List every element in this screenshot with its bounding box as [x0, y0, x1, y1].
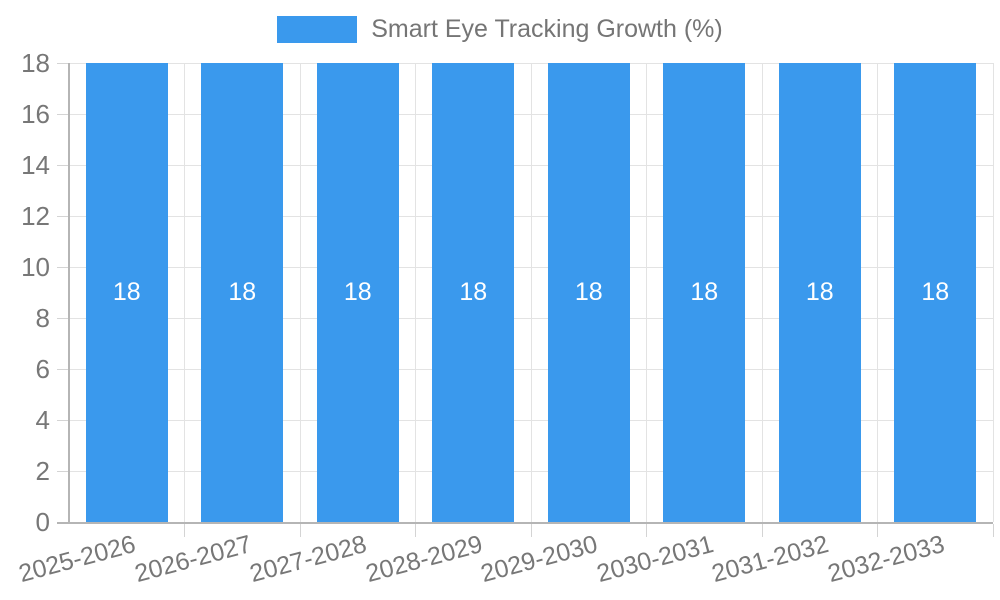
y-axis-label: 10: [21, 252, 50, 282]
bar-value-label: 18: [228, 278, 257, 306]
legend-swatch: [277, 16, 358, 43]
bar[interactable]: 18: [85, 63, 168, 522]
v-gridline: [646, 63, 647, 522]
v-gridline: [761, 63, 763, 522]
y-tick: [57, 470, 69, 472]
legend-label: Smart Eye Tracking Growth (%): [371, 15, 723, 43]
y-axis-label: 0: [35, 507, 50, 537]
v-gridline: [415, 63, 416, 522]
x-tick: [299, 524, 301, 537]
bar-value-label: 18: [343, 278, 372, 306]
x-tick: [877, 524, 878, 537]
y-tick: [57, 164, 69, 166]
x-axis-label: 2032-2033: [824, 530, 948, 589]
bar-value-label: 18: [690, 278, 719, 306]
x-axis-label: 2027-2028: [247, 530, 370, 589]
x-axis-label: 2026-2027: [131, 530, 255, 589]
y-axis-label: 2: [35, 456, 50, 486]
bar-value-label: 18: [574, 278, 603, 306]
x-tick: [530, 524, 532, 537]
x-tick: [415, 524, 416, 537]
bar[interactable]: 18: [316, 63, 399, 522]
bar[interactable]: 18: [432, 63, 515, 522]
x-axis-label: 2025-2026: [16, 530, 139, 589]
y-tick: [57, 266, 69, 268]
x-tick: [992, 524, 994, 537]
x-axis-label: 2028-2029: [362, 530, 486, 589]
y-tick: [57, 215, 69, 217]
v-gridline: [299, 63, 301, 522]
y-axis-label: 8: [35, 303, 50, 333]
y-axis-label: 6: [35, 354, 50, 384]
bar-value-label: 18: [921, 278, 950, 306]
y-tick: [57, 317, 69, 319]
y-axis-label: 4: [35, 405, 50, 435]
x-axis-line: [57, 522, 993, 524]
bar[interactable]: 18: [778, 63, 861, 522]
x-axis-label: 2029-2030: [478, 530, 601, 589]
x-tick: [646, 524, 647, 537]
v-gridline: [877, 63, 878, 522]
y-tick: [57, 419, 69, 421]
bar-value-label: 18: [459, 278, 488, 306]
bar-value-label: 18: [805, 278, 834, 306]
bar[interactable]: 18: [201, 63, 284, 522]
y-axis-label: 14: [21, 150, 50, 180]
y-axis-label: 16: [21, 99, 50, 129]
x-axis-label: 2031-2032: [709, 530, 832, 589]
x-tick: [761, 524, 763, 537]
bar[interactable]: 18: [547, 63, 630, 522]
x-axis-label: 2030-2031: [593, 530, 717, 589]
bar[interactable]: 18: [894, 63, 977, 522]
y-tick: [57, 368, 69, 370]
y-tick: [57, 113, 69, 115]
y-axis-label: 12: [21, 201, 50, 231]
v-gridline: [992, 63, 994, 522]
bar[interactable]: 18: [663, 63, 746, 522]
chart-legend[interactable]: Smart Eye Tracking Growth (%): [0, 14, 1000, 45]
y-tick: [57, 62, 69, 64]
y-axis-line: [68, 63, 70, 524]
v-gridline: [184, 63, 185, 522]
y-axis-label: 18: [21, 48, 50, 78]
x-tick: [184, 524, 185, 537]
v-gridline: [530, 63, 532, 522]
bar-value-label: 18: [112, 278, 141, 306]
